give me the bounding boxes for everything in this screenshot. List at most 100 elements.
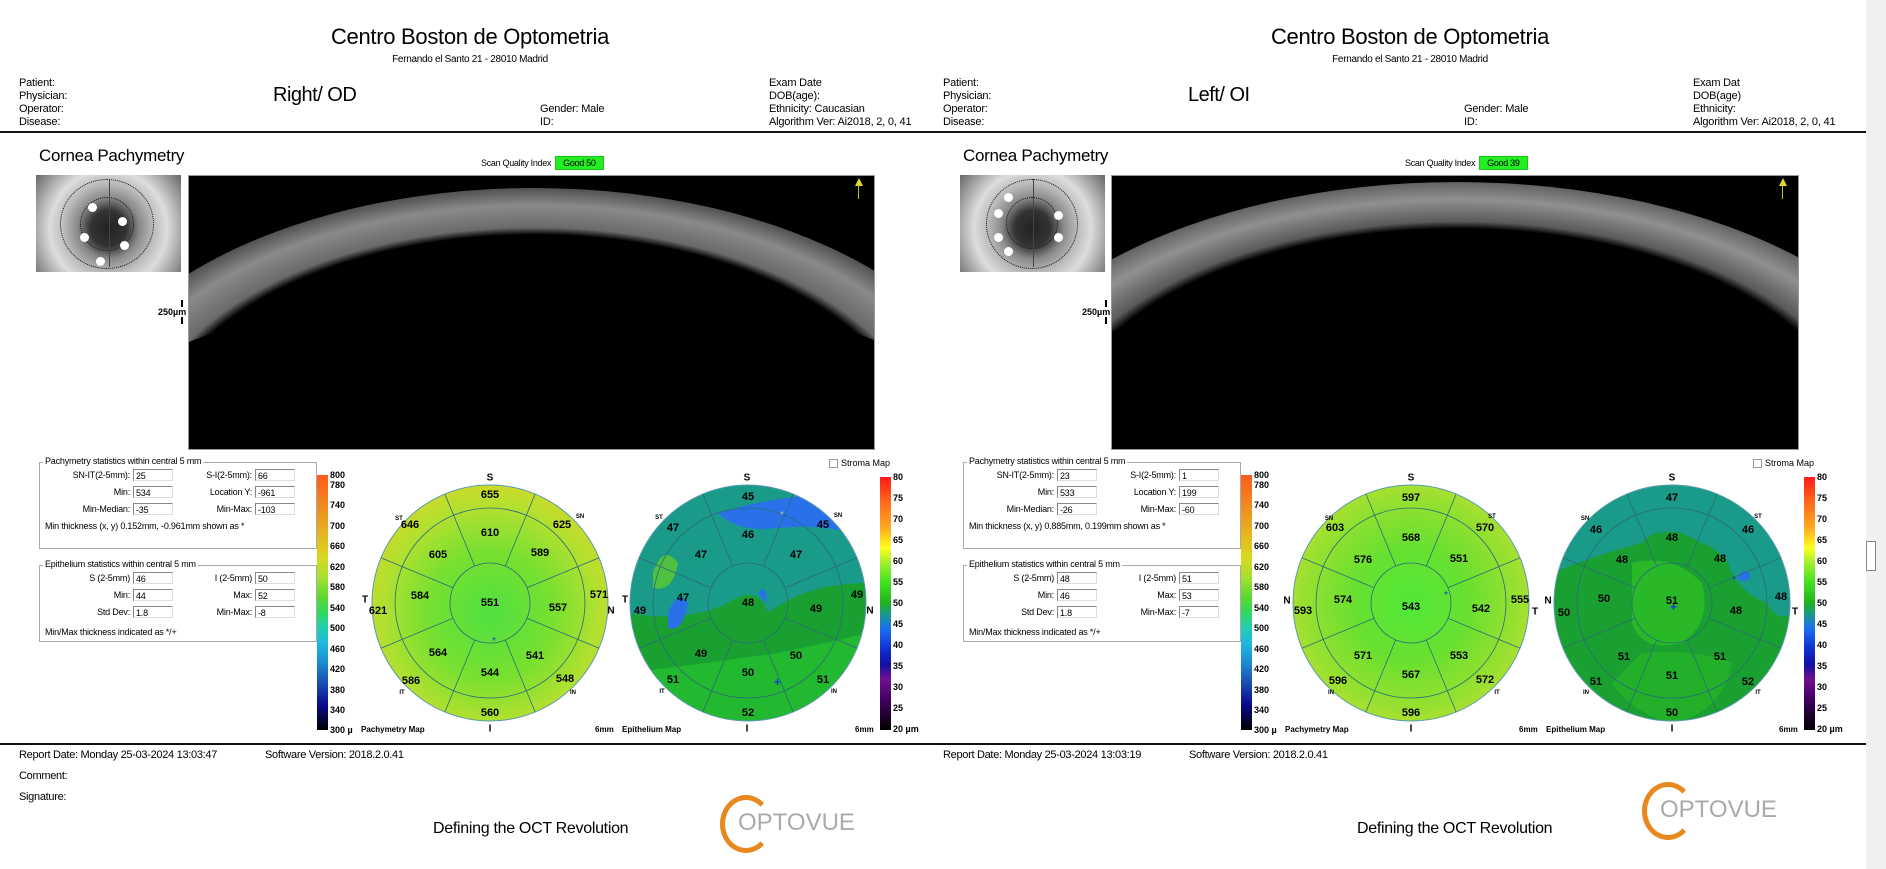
map-value: 625 xyxy=(552,519,572,531)
stat-location-y: Location Y: 199 xyxy=(1096,486,1219,498)
scrollbar-thumb[interactable] xyxy=(1866,541,1876,571)
map-value: 603 xyxy=(1325,522,1345,534)
map-value: 571 xyxy=(1353,650,1373,662)
stat-epi-min: Min: 46 xyxy=(964,589,1097,601)
id-label: ID: xyxy=(1464,116,1478,128)
std-dev-field[interactable]: 1.8 xyxy=(133,606,173,618)
scan-line xyxy=(108,179,110,267)
stat-s: S (2-5mm) 46 xyxy=(40,572,173,584)
min-max-field[interactable]: -103 xyxy=(255,503,295,515)
i-field[interactable]: 51 xyxy=(1179,572,1219,584)
logo-ring-icon xyxy=(1642,782,1694,840)
stat-label: Min-Median: xyxy=(1006,504,1055,514)
scale-tick: 620 xyxy=(330,562,346,572)
min-median-field[interactable]: -26 xyxy=(1057,503,1097,515)
location-y-field[interactable]: 199 xyxy=(1179,486,1219,498)
eye-label: Right/ OD xyxy=(273,84,357,106)
scale-tick: 70 xyxy=(893,514,904,524)
map-value: 47 xyxy=(666,522,680,534)
gender-label: Gender: Male xyxy=(1464,103,1529,115)
epi-min-field[interactable]: 44 xyxy=(133,589,173,601)
min-thickness-marker-icon: * xyxy=(1444,590,1448,601)
map-value: 49 xyxy=(850,589,864,601)
map-value: 48 xyxy=(1729,605,1743,617)
s-field[interactable]: 46 xyxy=(133,572,173,584)
map-value: 46 xyxy=(1589,524,1603,536)
min-field[interactable]: 534 xyxy=(133,486,173,498)
scale-tick: 300 µ xyxy=(330,725,353,735)
std-dev-field[interactable]: 1.8 xyxy=(1057,606,1097,618)
dob-label: DOB(age) xyxy=(1693,90,1741,102)
i-field[interactable]: 50 xyxy=(255,572,295,584)
stat-label: S-I(2-5mm): xyxy=(206,470,252,480)
sn-it-field[interactable]: 23 xyxy=(1057,469,1097,481)
epi-max-field[interactable]: 53 xyxy=(1179,589,1219,601)
direction-label: S xyxy=(1407,472,1415,484)
header-divider xyxy=(0,131,940,133)
stroma-map-checkbox[interactable] xyxy=(1753,458,1762,468)
stat-std-dev: Std Dev: 1.8 xyxy=(964,606,1097,618)
stat-label: I (2-5mm) xyxy=(214,573,252,583)
stroma-map-toggle[interactable]: Stroma Map xyxy=(829,458,890,468)
vertical-scrollbar[interactable] xyxy=(1866,0,1886,869)
stroma-map-checkbox[interactable] xyxy=(829,458,838,468)
gender-label: Gender: Male xyxy=(540,103,605,115)
scale-tick-top xyxy=(181,300,183,307)
s-field[interactable]: 48 xyxy=(1057,572,1097,584)
map-value: 551 xyxy=(1449,553,1469,565)
sn-it-field[interactable]: 25 xyxy=(133,469,173,481)
scale-tick: 65 xyxy=(1817,535,1828,545)
reflection-dot xyxy=(96,257,105,266)
scale-tick: 20 µm xyxy=(1817,724,1843,734)
stat-epi-min-max: Min-Max: -8 xyxy=(172,606,295,618)
map-value: 646 xyxy=(400,519,420,531)
epi-max-field[interactable]: 52 xyxy=(255,589,295,601)
direction-label: T xyxy=(361,594,369,606)
direction-label: IT xyxy=(1755,690,1761,696)
epi-min-max-field[interactable]: -7 xyxy=(1179,606,1219,618)
epi-min-max-field[interactable]: -8 xyxy=(255,606,295,618)
algorithm-version: Algorithm Ver: Ai2018, 2, 0, 41 xyxy=(1693,116,1836,128)
stroma-map-toggle[interactable]: Stroma Map xyxy=(1753,458,1814,468)
epithelium-stats-box: Epithelium statistics within central 5 m… xyxy=(39,559,317,642)
s-i-field[interactable]: 1 xyxy=(1179,469,1219,481)
min-field[interactable]: 533 xyxy=(1057,486,1097,498)
map-value: 541 xyxy=(525,650,545,662)
pachymetry-color-scale xyxy=(317,475,328,730)
scan-ring-inner xyxy=(1006,197,1058,249)
epi-min-field[interactable]: 46 xyxy=(1057,589,1097,601)
direction-label: N xyxy=(607,605,615,617)
footer-divider xyxy=(940,743,1866,745)
map-value: 46 xyxy=(741,529,755,541)
min-max-field[interactable]: -60 xyxy=(1179,503,1219,515)
scale-tick: 500 xyxy=(330,623,346,633)
s-i-field[interactable]: 66 xyxy=(255,469,295,481)
reflection-dot xyxy=(1054,211,1063,220)
stat-label: I (2-5mm) xyxy=(1138,573,1176,583)
stat-epi-min: Min: 44 xyxy=(40,589,173,601)
min-median-field[interactable]: -35 xyxy=(133,503,173,515)
orientation-arrow-icon xyxy=(1779,178,1787,186)
direction-label: T xyxy=(1531,606,1539,618)
report-date: Report Date: Monday 25-03-2024 13:03:19 xyxy=(943,749,1142,761)
map-value: 589 xyxy=(530,547,550,559)
header-divider xyxy=(940,131,1880,133)
location-y-field[interactable]: -961 xyxy=(255,486,295,498)
scan-quality-badge: Good 50 xyxy=(555,156,604,170)
stat-label: Std Dev: xyxy=(1021,607,1054,617)
map-value: 570 xyxy=(1475,522,1495,534)
map-value: 48 xyxy=(1665,532,1679,544)
exam-date-label: Exam Dat xyxy=(1693,77,1740,89)
map-value-center: 551 xyxy=(480,597,500,609)
stat-sn-it: SN-IT(2-5mm): 23 xyxy=(964,469,1097,481)
map-size-label: 6mm xyxy=(595,725,614,734)
tagline: Defining the OCT Revolution xyxy=(433,820,629,837)
software-version: Software Version: 2018.2.0.41 xyxy=(265,749,404,761)
map-value: 610 xyxy=(480,527,500,539)
min-max-note: Min/Max thickness indicated as */+ xyxy=(45,627,177,637)
map-value: 50 xyxy=(789,650,803,662)
pachymetry-map: * 551 610 589 557 541 544 564 584 605 65… xyxy=(369,483,610,723)
map-value: 553 xyxy=(1449,650,1469,662)
direction-label: SN xyxy=(833,513,843,519)
tagline: Defining the OCT Revolution xyxy=(1357,820,1553,837)
